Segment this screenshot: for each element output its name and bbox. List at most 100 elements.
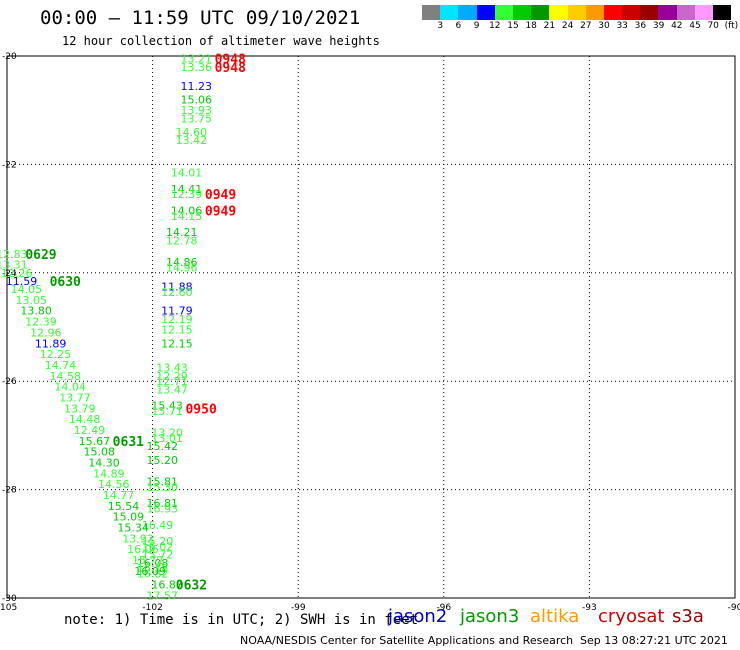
legend-tick-label: 36 xyxy=(634,21,647,31)
wave-height-point: 16.87 xyxy=(151,578,183,591)
legend-tick-label: 27 xyxy=(580,21,592,31)
wave-height-point: 12.15 xyxy=(161,324,193,337)
wave-height-point: 16.06 xyxy=(127,543,159,556)
legend-swatch xyxy=(549,5,568,20)
wave-height-point: 15.34 xyxy=(117,522,149,535)
satellite-label: jason3 xyxy=(460,606,520,627)
pass-time-label: 0948 xyxy=(215,53,246,68)
legend-tick-label: 45 xyxy=(689,21,701,31)
legend-swatch xyxy=(676,5,695,20)
x-tick-label: -93 xyxy=(582,603,597,613)
wave-height-point: 12.60 xyxy=(161,286,193,299)
wave-height-point: 13.77 xyxy=(59,391,91,404)
legend-tick-label: 9 xyxy=(473,21,480,31)
wave-height-point: 12.15 xyxy=(161,337,193,350)
wave-height-point: 16.02 xyxy=(142,541,174,554)
legend-tick-label: 18 xyxy=(525,21,537,31)
wave-height-point: 13.93 xyxy=(181,104,213,117)
wave-height-point: 13.31 xyxy=(0,259,28,272)
wave-height-point: 12.49 xyxy=(74,424,106,437)
wave-height-point: 17.57 xyxy=(147,589,179,602)
pass-time-label: 0948 xyxy=(215,61,246,76)
wave-height-point: 16.82 xyxy=(137,568,169,581)
legend-swatch xyxy=(476,5,495,20)
wave-height-point: 15.20 xyxy=(147,454,179,467)
legend-swatch xyxy=(422,5,441,20)
wave-height-point: 14.86 xyxy=(166,256,198,269)
wave-height-point: 12.26 xyxy=(1,267,33,280)
wave-height-point: 14.56 xyxy=(98,478,130,491)
footer-note: note: 1) Time is in UTC; 2) SWH is in fe… xyxy=(64,612,419,628)
legend-tick-label: 42 xyxy=(671,21,683,31)
pass-time-label: 0950 xyxy=(185,402,216,417)
wave-height-point: 14.58 xyxy=(49,370,81,383)
x-tick-label: -105 xyxy=(0,603,17,613)
wave-height-point: 15.30 xyxy=(147,481,179,494)
chart-title: 00:00 – 11:59 UTC 09/10/2021 xyxy=(40,7,361,29)
wave-height-point: 14.05 xyxy=(11,283,43,296)
legend-tick-label: 30 xyxy=(598,21,610,31)
wave-height-point: 16.49 xyxy=(142,519,174,532)
legend-swatch xyxy=(603,5,623,20)
pass-time-label: 0949 xyxy=(205,204,236,219)
y-tick-label: -20 xyxy=(2,52,17,62)
legend-tick-label: 33 xyxy=(616,21,628,31)
wave-height-point: 12.96 xyxy=(30,326,62,339)
legend-swatch xyxy=(622,5,641,20)
wave-height-point: 15.20 xyxy=(142,535,174,548)
wave-height-point: 16.18 xyxy=(137,562,169,575)
y-tick-label: -24 xyxy=(2,269,17,279)
pass-time-label: 0949 xyxy=(205,188,236,203)
wave-height-point: 11.89 xyxy=(35,337,67,350)
wave-height-point: 11.88 xyxy=(161,280,193,293)
wave-height-point: 12.83 xyxy=(0,248,28,261)
legend-swatch xyxy=(694,5,713,20)
wave-height-point: 12.19 xyxy=(161,313,193,326)
wave-height-point: 13.01 xyxy=(151,432,183,445)
wave-height-point: 14.48 xyxy=(69,413,101,426)
wave-height-point: 13.79 xyxy=(64,402,96,415)
pass-time-label: 0632 xyxy=(176,578,207,593)
wave-height-point: 13.21 xyxy=(181,53,213,66)
legend-swatch xyxy=(458,5,477,20)
wave-height-point: 13.43 xyxy=(156,362,188,375)
wave-height-point: 15.67 xyxy=(79,435,111,448)
wave-height-point: 14.06 xyxy=(171,204,203,217)
legend-swatch xyxy=(440,5,459,20)
y-tick-label: -26 xyxy=(2,377,17,387)
wave-height-point: 13.75 xyxy=(181,112,213,125)
wave-height-point: 16.08 xyxy=(137,557,169,570)
legend-swatch xyxy=(512,5,532,20)
legend-tick-label: 12 xyxy=(489,21,501,31)
legend-swatch xyxy=(713,5,732,20)
credit-text: NOAA/NESDIS Center for Satellite Applica… xyxy=(240,634,574,647)
legend-swatch xyxy=(494,5,513,20)
wave-height-point: 15.09 xyxy=(113,511,145,524)
legend-tick-label: 70 xyxy=(707,21,719,31)
satellite-label: cryosat xyxy=(598,606,665,627)
x-tick-label: -99 xyxy=(291,603,306,613)
wave-height-point: 11.79 xyxy=(161,305,193,318)
wave-height-point: 13.36 xyxy=(181,61,213,74)
wave-height-point: 14.30 xyxy=(88,457,120,470)
wave-height-point: 16.93 xyxy=(147,503,179,516)
legend-tick-label: 3 xyxy=(437,21,444,31)
wave-height-point: 13.92 xyxy=(122,532,154,545)
wave-height-point: 12.25 xyxy=(40,348,72,361)
satellite-label: jason2 xyxy=(388,606,448,627)
wave-height-point: 12.29 xyxy=(156,370,188,383)
pass-time-label: 0629 xyxy=(25,248,56,263)
legend-swatch xyxy=(658,5,677,20)
wave-height-point: 14.96 xyxy=(166,261,198,274)
wave-height-point: 16.09 xyxy=(134,565,166,578)
wave-height-point: 14.04 xyxy=(54,381,86,394)
wave-height-point: 14.41 xyxy=(171,183,203,196)
wave-height-point: 15.42 xyxy=(147,440,179,453)
legend-tick-label: 39 xyxy=(652,21,665,31)
wave-height-point: 16.81 xyxy=(147,497,179,510)
wave-height-point: 12.39 xyxy=(25,316,57,329)
y-tick-label: -28 xyxy=(2,486,17,496)
wave-height-point: 11.59 xyxy=(6,275,38,288)
x-tick-label: -90 xyxy=(728,603,740,613)
wave-height-point: 13.05 xyxy=(16,294,48,307)
